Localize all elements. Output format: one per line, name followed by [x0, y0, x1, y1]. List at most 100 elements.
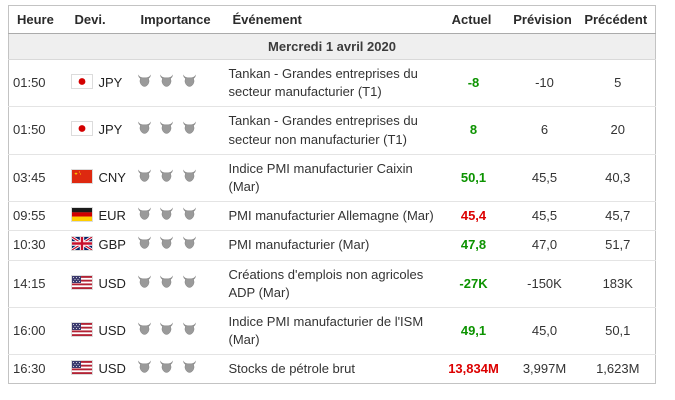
- date-header-row: Mercredi 1 avril 2020: [8, 33, 656, 60]
- china-flag-icon: [70, 168, 93, 184]
- previous-value: 1,623M: [596, 361, 640, 377]
- actual-value: 47,8: [438, 230, 509, 261]
- bull-icon: [159, 121, 174, 135]
- actual-value: 50,1: [438, 154, 509, 203]
- currency-code: EUR: [98, 208, 126, 224]
- bull-icon: [159, 360, 174, 373]
- bull-icon: [159, 236, 174, 249]
- table-row[interactable]: 01:50 JPY Tankan - Grandes entreprises d…: [8, 106, 656, 155]
- event-currency: EUR: [66, 201, 133, 232]
- event-time: 01:50: [8, 106, 67, 155]
- economic-calendar: Heure Devi. Importance Événement Actuel …: [8, 5, 656, 385]
- bull-icon: [137, 360, 152, 373]
- previous-value: 20: [580, 106, 656, 155]
- currency-code: USD: [98, 275, 126, 291]
- table-row[interactable]: 16:00 USD Indice PMI manufacturier de l'…: [8, 307, 656, 356]
- actual-value: -8: [438, 59, 509, 108]
- event-name-link[interactable]: Créations d'emplois non agricoles ADP (M…: [224, 260, 439, 308]
- currency-code: JPY: [98, 122, 123, 138]
- event-currency: JPY: [66, 59, 133, 108]
- event-name-link[interactable]: Tankan - Grandes entreprises du secteur …: [224, 106, 439, 155]
- column-header-event: Événement: [224, 5, 439, 34]
- forecast-value: 45,0: [508, 307, 581, 356]
- bull-icon: [137, 207, 152, 220]
- event-currency: CNY: [66, 154, 133, 203]
- event-importance: [132, 106, 225, 155]
- bull-icon: [159, 274, 174, 288]
- column-header-actual: Actuel: [438, 5, 509, 34]
- table-row[interactable]: 16:30 USD Stocks de pétrole brut 13,834M…: [9, 355, 656, 384]
- japan-flag-icon: [70, 121, 93, 137]
- event-importance: [132, 59, 225, 108]
- previous-value: 50,1: [580, 307, 656, 356]
- table-row[interactable]: 03:45 CNY Indice PMI manufacturier Caixi…: [8, 154, 656, 203]
- table-row[interactable]: 09:55 EUR PMI manufacturier Allemagne (M…: [8, 201, 656, 232]
- currency-code: USD: [98, 322, 126, 338]
- event-time: 16:30: [13, 361, 46, 377]
- actual-value: -27K: [438, 260, 509, 308]
- column-header-forecast: Prévision: [508, 5, 581, 34]
- event-currency: USD: [66, 307, 133, 356]
- bull-icon: [137, 322, 152, 335]
- bull-icon: [159, 207, 174, 220]
- forecast-value: 6: [508, 106, 581, 155]
- event-name-link[interactable]: PMI manufacturier Allemagne (Mar): [224, 201, 439, 232]
- bull-icon: [182, 74, 197, 87]
- us-flag-icon: [70, 321, 93, 337]
- currency-code: GBP: [98, 237, 126, 253]
- event-currency: USD: [66, 260, 133, 308]
- event-name-link[interactable]: Stocks de pétrole brut: [228, 361, 355, 377]
- event-name-link[interactable]: Indice PMI manufacturier Caixin (Mar): [224, 154, 439, 203]
- event-importance: [132, 154, 225, 203]
- bull-icon: [159, 322, 174, 335]
- event-name-link[interactable]: Indice PMI manufacturier de l'ISM (Mar): [224, 307, 439, 356]
- previous-value: 51,7: [580, 230, 656, 261]
- japan-flag-icon: [70, 74, 93, 90]
- actual-value: 49,1: [438, 307, 509, 356]
- forecast-value: -10: [508, 59, 581, 108]
- currency-code: USD: [98, 361, 126, 377]
- event-time: 14:15: [8, 260, 67, 308]
- event-name-link[interactable]: PMI manufacturier (Mar): [224, 230, 439, 261]
- actual-value: 8: [438, 106, 509, 155]
- column-header-time: Heure: [8, 5, 67, 34]
- uk-flag-icon: [71, 236, 93, 251]
- bull-icon: [182, 207, 197, 220]
- event-importance: [132, 260, 225, 308]
- currency-code: CNY: [98, 169, 126, 185]
- column-header-previous: Précédent: [580, 5, 656, 34]
- bull-icon: [159, 169, 174, 182]
- column-header-currency: Devi.: [66, 5, 133, 34]
- forecast-value: 45,5: [508, 154, 581, 203]
- table-row[interactable]: 01:50 JPY Tankan - Grandes entreprises d…: [8, 59, 656, 108]
- previous-value: 183K: [580, 260, 656, 308]
- us-flag-icon: [70, 360, 93, 376]
- us-flag-icon: [70, 274, 93, 290]
- bull-icon: [182, 322, 197, 335]
- germany-flag-icon: [70, 207, 93, 223]
- date-header: Mercredi 1 avril 2020: [8, 33, 656, 60]
- event-currency: GBP: [66, 230, 133, 261]
- table-row[interactable]: 14:15 USD Créations d'emplois non agrico…: [8, 260, 656, 308]
- bull-icon: [182, 360, 197, 373]
- event-name-link[interactable]: Tankan - Grandes entreprises du secteur …: [224, 59, 439, 108]
- event-importance: [132, 230, 225, 261]
- table-row[interactable]: 10:30 GBP PMI manufacturier (Mar) 47,8 4…: [8, 230, 656, 261]
- column-header-importance: Importance: [132, 5, 225, 34]
- event-time: 10:30: [8, 230, 67, 261]
- forecast-value: 3,997M: [522, 361, 567, 377]
- economic-calendar-table: Heure Devi. Importance Événement Actuel …: [8, 5, 656, 385]
- bull-icon: [159, 74, 174, 87]
- actual-value: 13,834M: [448, 361, 499, 377]
- previous-value: 5: [580, 59, 656, 108]
- event-time: 16:00: [8, 307, 67, 356]
- event-currency: JPY: [66, 106, 133, 155]
- bull-icon: [182, 274, 197, 288]
- bull-icon: [182, 169, 197, 182]
- actual-value: 45,4: [438, 201, 509, 232]
- bull-icon: [137, 274, 152, 288]
- event-importance: [133, 355, 225, 384]
- previous-value: 45,7: [580, 201, 656, 232]
- forecast-value: 45,5: [508, 201, 581, 232]
- event-importance: [132, 201, 225, 232]
